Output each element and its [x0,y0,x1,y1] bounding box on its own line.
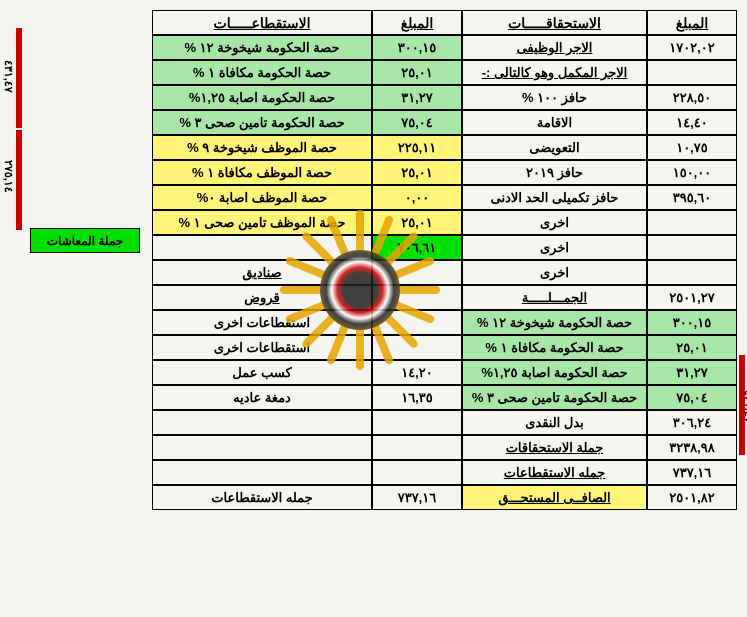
amount-cell: ١٥٠,٠٠ [647,160,737,185]
amount-cell: ٣٠٦,٢٤ [647,410,737,435]
label-cell: الاقامة [462,110,647,135]
label-cell: حصة الموظف مكافاة ١ % [152,160,372,185]
label-cell: بدل النقدى [462,410,647,435]
header-amount: المبلغ [647,10,737,35]
label-cell: الاجر المكمل وهو كالتالى :- [462,60,647,85]
amount-cell: ٢٥,٠١ [372,60,462,85]
amount-cell [647,60,737,85]
amount-cell: ٢٥,٠١ [372,160,462,185]
side-total-label: ٤٣١,٤٧ [742,390,747,423]
label-cell: اخرى [462,260,647,285]
amount-cell: ١٧٠٢,٠٢ [647,35,737,60]
label-cell: حصة الحكومة شيخوخة ١٢ % [462,310,647,335]
amount-cell: ٢٢٨,٥٠ [647,85,737,110]
label-cell: اخرى [462,210,647,235]
amount-cell: ٢٥٠١,٢٧ [647,285,737,310]
entitlement-amounts-column: المبلغ ١٧٠٢,٠٢ ٢٢٨,٥٠ ١٤,٤٠ ١٠,٧٥ ١٥٠,٠٠… [647,10,737,510]
amount-cell: ٣١,٢٧ [647,360,737,385]
amount-cell [372,435,462,460]
amount-cell: ٧٥,٠٤ [372,110,462,135]
label-cell: حصة الحكومة شيخوخة ١٢ % [152,35,372,60]
label-cell: حصة الحكومة مكافاة ١ % [152,60,372,85]
header-amount: المبلغ [372,10,462,35]
amount-cell: ١٤,٤٠ [647,110,737,135]
amount-cell: ٣١,٢٧ [372,85,462,110]
header-deductions: الاستقطاعـــــات [152,10,372,35]
amount-cell [647,260,737,285]
amount-cell: ٢٥,٠١ [647,335,737,360]
side-total-label: ٢٧٥,١٤ [2,160,15,193]
label-cell: جملة الاستحقاقات [462,435,647,460]
entitlement-labels-column: الاستحقاقـــــات الاجر الوظيفى الاجر الم… [462,10,647,510]
label-cell: الاجر الوظيفى [462,35,647,60]
header-entitlements: الاستحقاقـــــات [462,10,647,35]
amount-cell: ٧٣٧,١٦ [372,485,462,510]
amount-cell: ١٠,٧٥ [647,135,737,160]
red-indicator-bar [16,28,22,128]
eagle-icon [320,250,400,330]
amount-cell: ٢٢٥,١١ [372,135,462,160]
amount-cell: ٣٩٥,٦٠ [647,185,737,210]
red-indicator-bar [16,130,22,230]
label-cell: جمله الاستقطاعات [152,485,372,510]
label-cell: الجمـــلـــــة [462,285,647,310]
amount-cell [647,210,737,235]
amount-cell [372,460,462,485]
label-cell: حصة الحكومة اصابة ١,٢٥% [462,360,647,385]
label-cell: حصة الحكومة اصابة ١,٢٥% [152,85,372,110]
label-cell [152,410,372,435]
label-cell: حافز تكميلى الحد الادنى [462,185,647,210]
label-cell: التعويضى [462,135,647,160]
label-cell [152,460,372,485]
label-cell: حصة الحكومة مكافاة ١ % [462,335,647,360]
amount-cell: ٠,٠٠ [372,185,462,210]
amount-cell: ٣٢٣٨,٩٨ [647,435,737,460]
label-cell: حافز ٢٠١٩ [462,160,647,185]
amount-cell: ٣٠٠,١٥ [372,35,462,60]
label-cell: اخرى [462,235,647,260]
amount-cell: ١٦,٣٥ [372,385,462,410]
label-cell: دمغة عاديه [152,385,372,410]
label-cell: الصافــى المستحـــق [462,485,647,510]
label-cell: حصة الحكومة تامين صحى ٣ % [152,110,372,135]
label-cell: حصة الموظف اصابة ٠% [152,185,372,210]
amount-cell [647,235,737,260]
label-cell [152,435,372,460]
pensions-total-label: جملة المعاشات [30,228,140,253]
label-cell: جمله الاستقطاعات [462,460,647,485]
side-total-label: ٤٣١,٤٧ [2,60,15,93]
label-cell: حصة الموظف شيخوخة ٩ % [152,135,372,160]
watermark-logo [280,210,440,370]
amount-cell: ٣٠٠,١٥ [647,310,737,335]
label-cell: حافز ١٠٠ % [462,85,647,110]
amount-cell: ٢٥٠١,٨٢ [647,485,737,510]
label-cell: حصة الحكومة تامين صحى ٣ % [462,385,647,410]
amount-cell: ٧٣٧,١٦ [647,460,737,485]
amount-cell: ٧٥,٠٤ [647,385,737,410]
amount-cell [372,410,462,435]
